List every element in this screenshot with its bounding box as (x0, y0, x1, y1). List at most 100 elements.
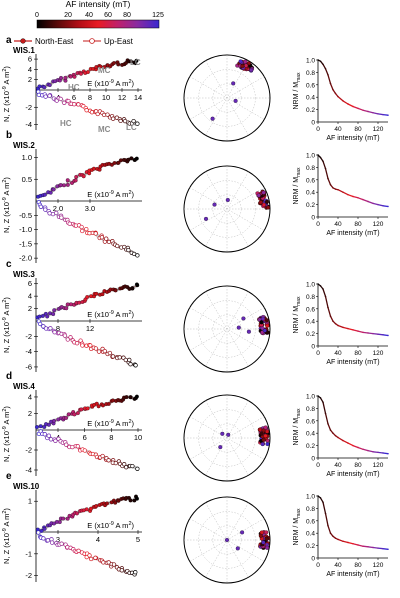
nrm-curve-segment (362, 198, 369, 203)
nrm-curve-segment (382, 548, 389, 550)
ne-point (94, 291, 99, 296)
ue-point (115, 243, 120, 249)
ne-point (79, 407, 84, 412)
nrm-curve-segment (372, 332, 379, 335)
nrm-point (337, 95, 339, 98)
y-tick-label: 6 (28, 279, 32, 288)
stereonet-point (262, 328, 267, 333)
x-tick-label: 8 (56, 324, 60, 333)
y-tick-label: 2 (28, 75, 32, 84)
stereonet-point (263, 425, 268, 430)
e-axis-unit: A m (114, 190, 129, 199)
e-axis-sq: 2 (128, 79, 131, 85)
nz-axis-exp: -9 (2, 197, 8, 202)
legend-ue-label: Up-East (104, 37, 134, 46)
ne-point (73, 178, 78, 183)
nrm-point (337, 189, 339, 191)
nrm-point (332, 320, 334, 322)
y-tick-label: 4 (28, 292, 32, 301)
nrm-curve-segment (362, 448, 369, 452)
ne-point (81, 174, 86, 179)
nrm-y-tick-label: 0 (311, 344, 315, 351)
y-tick-label: 0.5 (22, 175, 32, 184)
nz-axis-unit: A m (2, 183, 11, 198)
x-tick-label: 4 (96, 535, 100, 544)
ue-point (126, 247, 131, 253)
ne-point (100, 292, 105, 297)
ue-point (47, 93, 52, 98)
e-axis-unit: A m (114, 521, 129, 530)
y-tick-label: -2 (25, 446, 32, 455)
nrm-curve-segment (342, 540, 349, 544)
nrm-point (329, 315, 332, 317)
ue-point (59, 215, 64, 220)
stereonet-point (238, 59, 243, 64)
ne-point (45, 314, 50, 319)
component-label: MC (98, 125, 111, 134)
nrm-curve-segment (324, 68, 329, 76)
nrm-point (334, 537, 337, 539)
nrm-point (352, 329, 354, 331)
ue-point (48, 326, 53, 331)
colorbar-tick: 40 (85, 12, 93, 19)
nrm-point (347, 442, 349, 444)
ne-point (101, 403, 105, 408)
nrm-point (319, 497, 322, 499)
y-tick-label: -2 (25, 103, 32, 112)
nrm-y-tick-label: 0 (311, 215, 315, 222)
y-tick-label: -2 (25, 571, 32, 580)
af-x-tick-label: 0 (316, 350, 320, 357)
ne-point (58, 183, 63, 188)
x-tick-label: 5 (136, 535, 140, 544)
nrm-curve-segment (322, 160, 327, 170)
nz-axis-exp: -9 (2, 426, 8, 431)
y-tick-label: -4 (25, 347, 32, 356)
nz-axis-label: N, Z (x10-9 A m2) (2, 297, 11, 353)
nrm-y-tick-label: 1.0 (306, 282, 315, 289)
nrm-point (387, 453, 389, 455)
nrm-curve-segment (372, 202, 379, 206)
stereonet-point (259, 431, 264, 436)
af-x-tick-label: 80 (354, 221, 362, 228)
ne-point (135, 496, 139, 501)
y-tick-label: -4 (25, 466, 32, 475)
e-axis-sq: 2 (128, 521, 131, 527)
ne-point (38, 424, 43, 429)
x-tick-label: 2.0 (53, 204, 63, 213)
stereonet-point (264, 199, 270, 204)
ue-point (101, 560, 106, 565)
ne-point (113, 500, 118, 505)
e-axis-close: ) (132, 521, 135, 530)
af-x-tick-label: 120 (373, 462, 384, 469)
legend-ne-label: North-East (35, 37, 74, 46)
ue-point (82, 448, 87, 453)
sample-name: WIS.3 (13, 270, 35, 279)
ne-point (52, 418, 56, 423)
ne-point (34, 425, 39, 430)
ue-point (54, 210, 59, 216)
legend: North-East Up-East (14, 37, 134, 46)
nrm-curve-segment (319, 497, 324, 503)
ue-point (53, 438, 58, 443)
nrm-curve-segment (347, 103, 354, 108)
nrm-point (357, 446, 359, 449)
ue-point (72, 102, 77, 107)
stereonet-point (264, 536, 269, 541)
nrm-point (347, 194, 349, 196)
stereonet-point (226, 432, 231, 437)
ne-point (105, 501, 109, 506)
component-label: HC (60, 119, 72, 128)
x-tick-label: 12 (86, 324, 94, 333)
nrm-point (382, 334, 384, 336)
nz-axis-close: ) (2, 406, 11, 409)
nrm-y-tick-label: 0.2 (306, 202, 315, 209)
ue-point (127, 357, 132, 363)
ne-point (51, 312, 56, 317)
nrm-curve-segment (367, 110, 374, 114)
ne-point (42, 85, 47, 90)
nrm-y-tick-label: 0 (311, 556, 315, 563)
e-axis-exp: -9 (109, 310, 114, 316)
nz-axis-sq: 2 (2, 69, 8, 72)
nrm-point (332, 89, 334, 91)
nrm-point (322, 288, 324, 290)
